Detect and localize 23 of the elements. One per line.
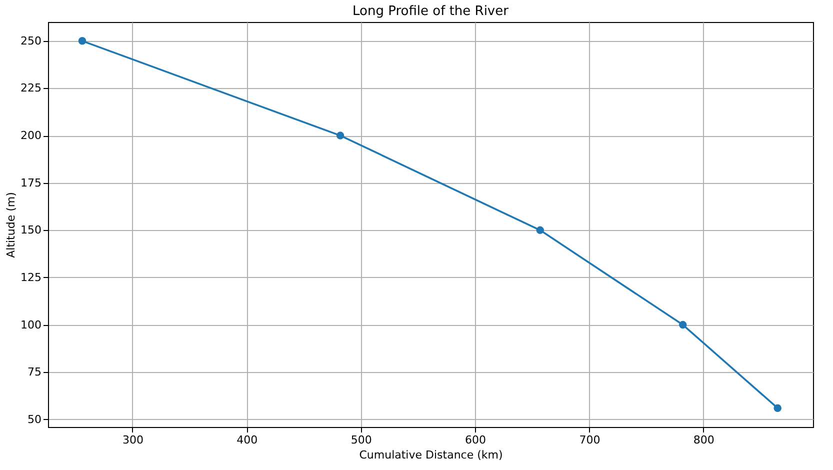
- x-tick-label: 300: [122, 434, 144, 446]
- y-tick-label: 125: [20, 270, 42, 284]
- x-tick-label: 600: [465, 434, 486, 446]
- x-tick-label: 800: [693, 434, 714, 446]
- point: [678, 320, 687, 329]
- x-tick-label: 400: [236, 434, 258, 446]
- y-tick-label: 50: [28, 412, 42, 426]
- y-tick-label: 175: [20, 176, 42, 190]
- point: [78, 37, 86, 45]
- y-tick-label: 200: [20, 129, 42, 142]
- x-tick-label: 500: [350, 434, 372, 446]
- chart-title: Long Profile of the River: [352, 4, 510, 19]
- y-tick-label: 100: [20, 318, 42, 332]
- point: [336, 132, 344, 140]
- point: [774, 404, 782, 412]
- y-tick-label: 225: [20, 82, 42, 95]
- point: [536, 226, 544, 234]
- y-tick-label: 75: [28, 366, 42, 379]
- x-tick-label: 700: [579, 434, 600, 446]
- y-axis-title: Altitude (m): [4, 192, 18, 258]
- y-tick-label: 250: [20, 34, 42, 48]
- x-axis-title: Cumulative Distance (km): [359, 448, 503, 462]
- y-tick-label: 150: [20, 224, 42, 237]
